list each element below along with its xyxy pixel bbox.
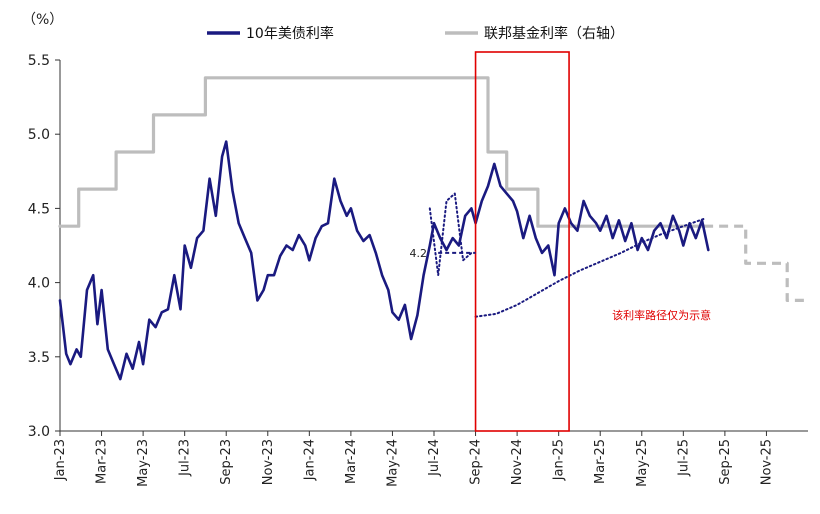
x-tick-label: Jan-24 xyxy=(302,439,317,481)
y-tick-label: 4.5 xyxy=(28,201,50,217)
annotation-layer: 4.2 该利率路径仅为示意 xyxy=(410,247,712,322)
series-line-1 xyxy=(58,76,706,228)
x-tick-label: Nov-24 xyxy=(510,439,525,485)
y-tick-label: 4.0 xyxy=(28,276,50,292)
series-line-0 xyxy=(58,140,710,381)
x-tick-label: Mar-25 xyxy=(593,439,608,484)
series-line-3 xyxy=(474,217,706,318)
x-tick-label: Sep-25 xyxy=(718,439,733,485)
x-tick-label: Jan-23 xyxy=(53,439,68,481)
annotation-value: 4.2 xyxy=(410,247,428,260)
x-tick-label: Jul-23 xyxy=(178,439,193,477)
x-tick-label: May-23 xyxy=(136,439,151,487)
annotation-note: 该利率路径仅为示意 xyxy=(612,308,711,322)
legend-treasury-label: 10年美债利率 xyxy=(246,25,334,42)
y-tick-label: 5.0 xyxy=(28,127,50,143)
y-tick-label: 3.5 xyxy=(28,350,50,366)
highlight-box xyxy=(474,51,570,432)
y-axis-ticks: 3.0 3.5 4.0 4.5 5.0 5.5 xyxy=(28,53,60,440)
y-tick-label: 5.5 xyxy=(28,53,50,69)
y-unit-label: （%） xyxy=(22,12,63,28)
x-tick-label: Sep-24 xyxy=(469,439,484,485)
series-line-4 xyxy=(428,192,473,277)
x-tick-label: Nov-23 xyxy=(261,439,276,485)
x-tick-label: Jul-25 xyxy=(676,439,691,477)
legend: 10年美债利率 联邦基金利率（右轴） xyxy=(207,25,624,42)
x-tick-label: Nov-25 xyxy=(759,439,774,485)
x-tick-label: May-25 xyxy=(635,439,650,487)
x-tick-label: May-24 xyxy=(385,439,400,487)
series-layer xyxy=(58,76,808,381)
y-tick-label: 3.0 xyxy=(28,424,50,440)
x-tick-label: Mar-23 xyxy=(95,439,110,484)
x-tick-label: Jul-24 xyxy=(427,439,442,477)
x-tick-label: Sep-23 xyxy=(219,439,234,485)
x-tick-label: Jan-25 xyxy=(552,439,567,481)
legend-fedfunds-label: 联邦基金利率（右轴） xyxy=(484,25,624,42)
series-line-2 xyxy=(704,224,808,302)
x-axis-ticks: Jan-23 Mar-23 May-23 Jul-23 Sep-23 Nov-23 Jan-… xyxy=(53,431,774,487)
x-tick-label: Mar-24 xyxy=(344,439,359,484)
